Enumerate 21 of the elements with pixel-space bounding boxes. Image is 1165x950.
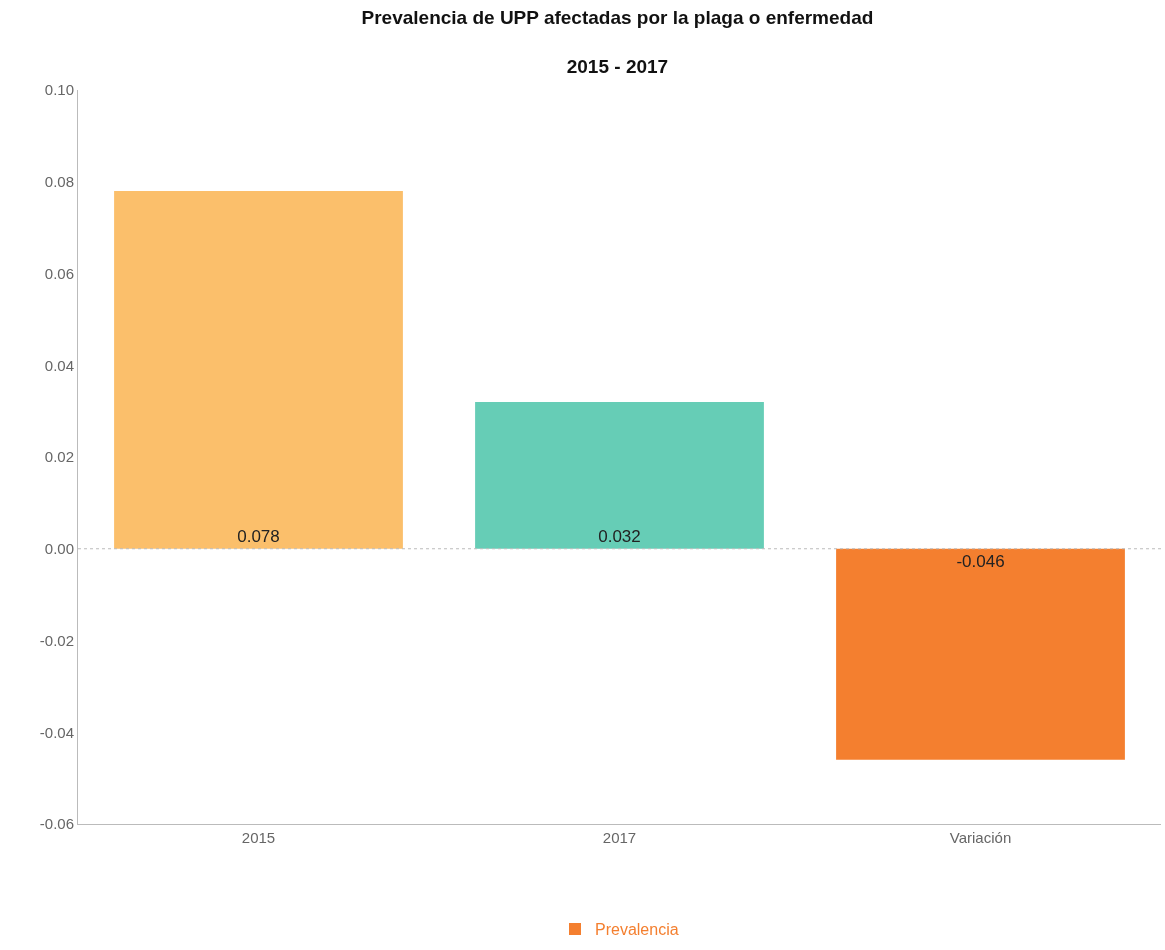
bar — [114, 190, 403, 549]
data-label: 0.032 — [598, 526, 641, 546]
x-tick-label: 2017 — [602, 829, 637, 846]
y-tick-label: 0.08 — [44, 173, 74, 190]
y-tick-label: -0.06 — [39, 815, 74, 833]
y-tick-label: 0.06 — [44, 264, 74, 282]
bar — [836, 548, 1125, 760]
y-tick-label: -0.04 — [39, 723, 74, 741]
legend-label: Prevalencia — [595, 921, 679, 939]
x-tick-label: Variación — [949, 829, 1012, 846]
y-tick-label: 0.04 — [44, 356, 74, 374]
bar — [475, 401, 764, 549]
y-tick-label: 0.00 — [44, 540, 74, 557]
chart-title: Prevalencia de UPP afectadas por la plaga o enfermedad — [361, 6, 874, 28]
y-tick-label: 0.02 — [44, 448, 74, 466]
y-tick-label: -0.02 — [39, 631, 74, 649]
data-label: -0.046 — [956, 551, 1005, 571]
y-tick-label: 0.10 — [44, 81, 74, 99]
chart-subtitle: 2015 - 2017 — [566, 56, 669, 78]
data-label: 0.078 — [237, 526, 280, 546]
x-tick-label: 2015 — [241, 829, 276, 846]
